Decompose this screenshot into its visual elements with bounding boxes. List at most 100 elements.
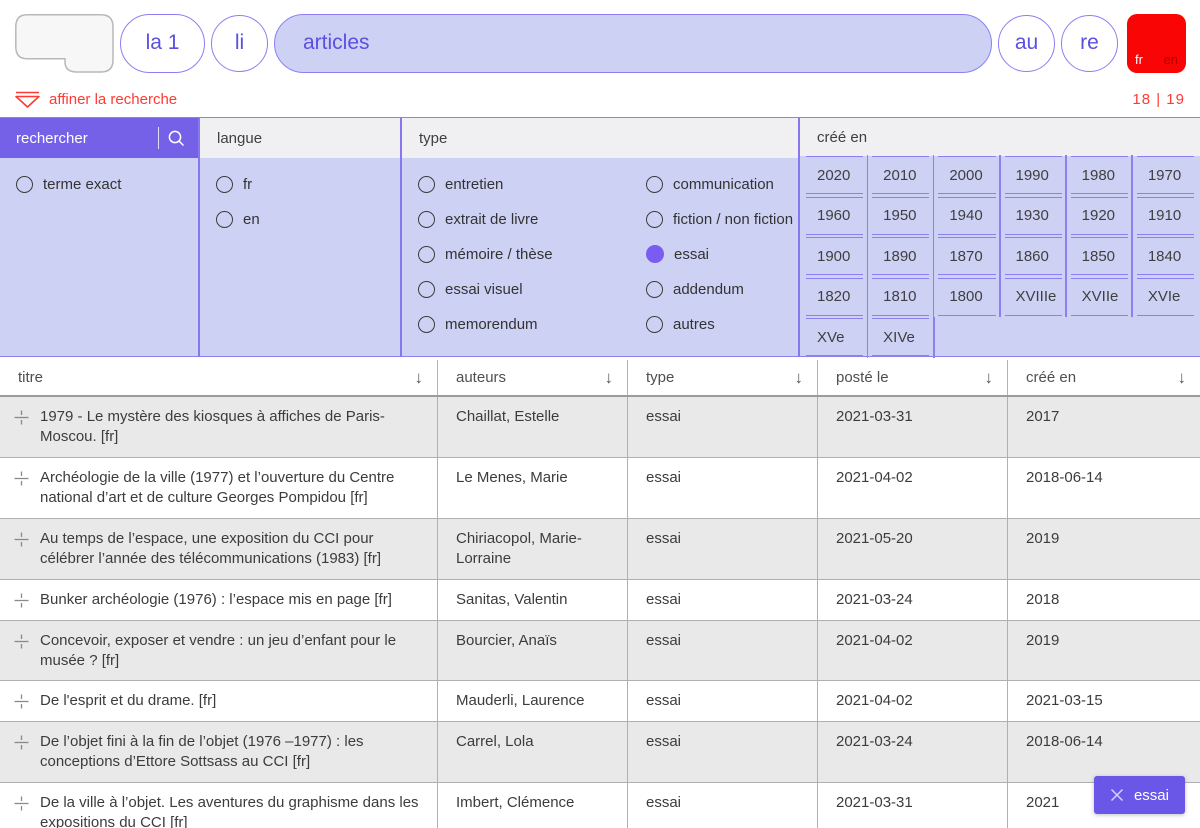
column-header-poste-le[interactable]: posté le ↓ [817, 360, 1007, 395]
year-1840[interactable]: 1840 [1131, 235, 1194, 277]
option-extrait-de-livre[interactable]: extrait de livre [418, 208, 646, 230]
radio-communication[interactable] [646, 175, 663, 193]
filter-divider [400, 118, 402, 357]
radio-langue-en[interactable] [216, 210, 233, 228]
radio-autres[interactable] [646, 315, 663, 333]
search-input[interactable] [0, 129, 145, 147]
column-header-auteurs[interactable]: auteurs ↓ [437, 360, 627, 395]
lang-en[interactable]: en [1163, 51, 1178, 67]
year-1820[interactable]: 1820 [806, 277, 864, 316]
close-icon[interactable] [1110, 788, 1124, 802]
row-created: 2018 [1007, 579, 1200, 620]
column-header-titre[interactable]: titre ↓ [0, 360, 437, 395]
year-2010[interactable]: 2010 [866, 154, 930, 196]
sort-titre-icon[interactable]: ↓ [414, 367, 424, 387]
column-header-type[interactable]: type ↓ [627, 360, 817, 395]
radio-addendum[interactable] [646, 280, 663, 298]
option-langue-en[interactable]: en [216, 208, 400, 230]
option-essai-visuel[interactable]: essai visuel [418, 278, 646, 300]
tab-la-1-label: la 1 [145, 31, 180, 54]
tab-la-1[interactable]: la 1 [120, 13, 205, 73]
tab-re[interactable]: re [1061, 14, 1118, 72]
sort-cree-en-icon[interactable]: ↓ [1177, 367, 1187, 387]
year-1870[interactable]: 1870 [932, 235, 996, 277]
language-switcher[interactable]: fr en [1127, 13, 1186, 73]
year-1930[interactable]: 1930 [998, 195, 1062, 236]
sort-auteurs-icon[interactable]: ↓ [604, 367, 614, 387]
site-logo[interactable] [15, 13, 114, 73]
year-1800[interactable]: 1800 [932, 276, 996, 317]
tab-au-label: au [1014, 31, 1039, 54]
table-row[interactable]: Au temps de l’espace, une exposition du … [0, 518, 1200, 580]
sort-poste-le-icon[interactable]: ↓ [984, 367, 994, 387]
add-icon[interactable] [14, 593, 29, 608]
add-icon[interactable] [14, 694, 29, 709]
tab-li[interactable]: li [211, 14, 268, 72]
table-row[interactable]: Concevoir, exposer et vendre : un jeu d’… [0, 620, 1200, 682]
year-XIVe[interactable]: XIVe [866, 316, 936, 358]
add-icon[interactable] [14, 796, 29, 811]
year-1910[interactable]: 1910 [1131, 195, 1194, 236]
year-1920[interactable]: 1920 [1065, 195, 1128, 236]
year-1980[interactable]: 1980 [1065, 154, 1128, 196]
year-1860[interactable]: 1860 [998, 235, 1062, 277]
year-1850[interactable]: 1850 [1065, 235, 1128, 277]
active-filter-chip-essai[interactable]: essai [1093, 776, 1185, 814]
tab-au[interactable]: au [998, 14, 1055, 72]
option-addendum[interactable]: addendum [646, 278, 793, 300]
year-XVIIIe[interactable]: XVIIIe [998, 276, 1062, 317]
year-1890[interactable]: 1890 [866, 235, 930, 277]
option-langue-fr[interactable]: fr [216, 173, 400, 195]
year-1940[interactable]: 1940 [932, 195, 996, 236]
option-essai-selected[interactable]: essai [646, 243, 793, 265]
year-1960[interactable]: 1960 [806, 196, 864, 235]
year-XVIe[interactable]: XVIe [1131, 276, 1194, 317]
sort-type-icon[interactable]: ↓ [794, 367, 804, 387]
radio-entretien[interactable] [418, 175, 435, 193]
radio-essai-selected[interactable] [646, 245, 664, 263]
table-row[interactable]: De l'esprit et du drame. [fr] Mauderli, … [0, 681, 1200, 723]
year-XVe[interactable]: XVe [806, 318, 864, 356]
refine-search-toggle[interactable]: affiner la recherche [15, 91, 177, 108]
radio-memorendum[interactable] [418, 315, 435, 333]
table-row[interactable]: Bunker archéologie (1976) : l’espace mis… [0, 579, 1200, 621]
add-icon[interactable] [14, 735, 29, 750]
year-1810[interactable]: 1810 [866, 276, 930, 317]
lang-fr-active[interactable]: fr [1135, 51, 1143, 67]
add-icon[interactable] [14, 471, 29, 486]
option-fiction-non-fiction[interactable]: fiction / non fiction [646, 208, 793, 230]
radio-fiction-non-fiction[interactable] [646, 210, 663, 228]
option-entretien[interactable]: entretien [418, 173, 646, 195]
entretien-label: entretien [445, 175, 504, 193]
table-row[interactable]: De l’objet fini à la fin de l’objet (197… [0, 722, 1200, 784]
option-memoire-these[interactable]: mémoire / thèse [418, 243, 646, 265]
auteurs-header-label: auteurs [456, 369, 507, 386]
option-memorendum[interactable]: memorendum [418, 313, 646, 335]
year-1900[interactable]: 1900 [806, 237, 864, 275]
communication-label: communication [673, 175, 774, 193]
year-1970[interactable]: 1970 [1131, 154, 1194, 196]
table-row[interactable]: Archéologie de la ville (1977) et l’ouve… [0, 457, 1200, 519]
tab-articles-active[interactable]: articles [274, 13, 992, 73]
radio-memoire-these[interactable] [418, 245, 435, 263]
radio-essai-visuel[interactable] [418, 280, 435, 298]
radio-langue-fr[interactable] [216, 175, 233, 193]
year-1990[interactable]: 1990 [998, 154, 1062, 196]
year-1950[interactable]: 1950 [866, 195, 930, 236]
option-terme-exact[interactable]: terme exact [16, 173, 198, 195]
year-2020[interactable]: 2020 [806, 156, 864, 194]
table-row[interactable]: De la ville à l’objet. Les aventures du … [0, 783, 1200, 828]
year-2000[interactable]: 2000 [932, 154, 996, 196]
radio-terme-exact[interactable] [16, 175, 33, 193]
radio-extrait-de-livre[interactable] [418, 210, 435, 228]
type-header: type [402, 118, 798, 158]
search-icon[interactable] [167, 129, 186, 148]
add-icon[interactable] [14, 532, 29, 547]
add-icon[interactable] [14, 634, 29, 649]
option-communication[interactable]: communication [646, 173, 793, 195]
add-icon[interactable] [14, 410, 29, 425]
year-XVIIe[interactable]: XVIIe [1065, 276, 1128, 317]
column-header-cree-en[interactable]: créé en ↓ [1007, 360, 1200, 395]
option-autres[interactable]: autres [646, 313, 793, 335]
table-row[interactable]: 1979 - Le mystère des kiosques à affiche… [0, 397, 1200, 458]
